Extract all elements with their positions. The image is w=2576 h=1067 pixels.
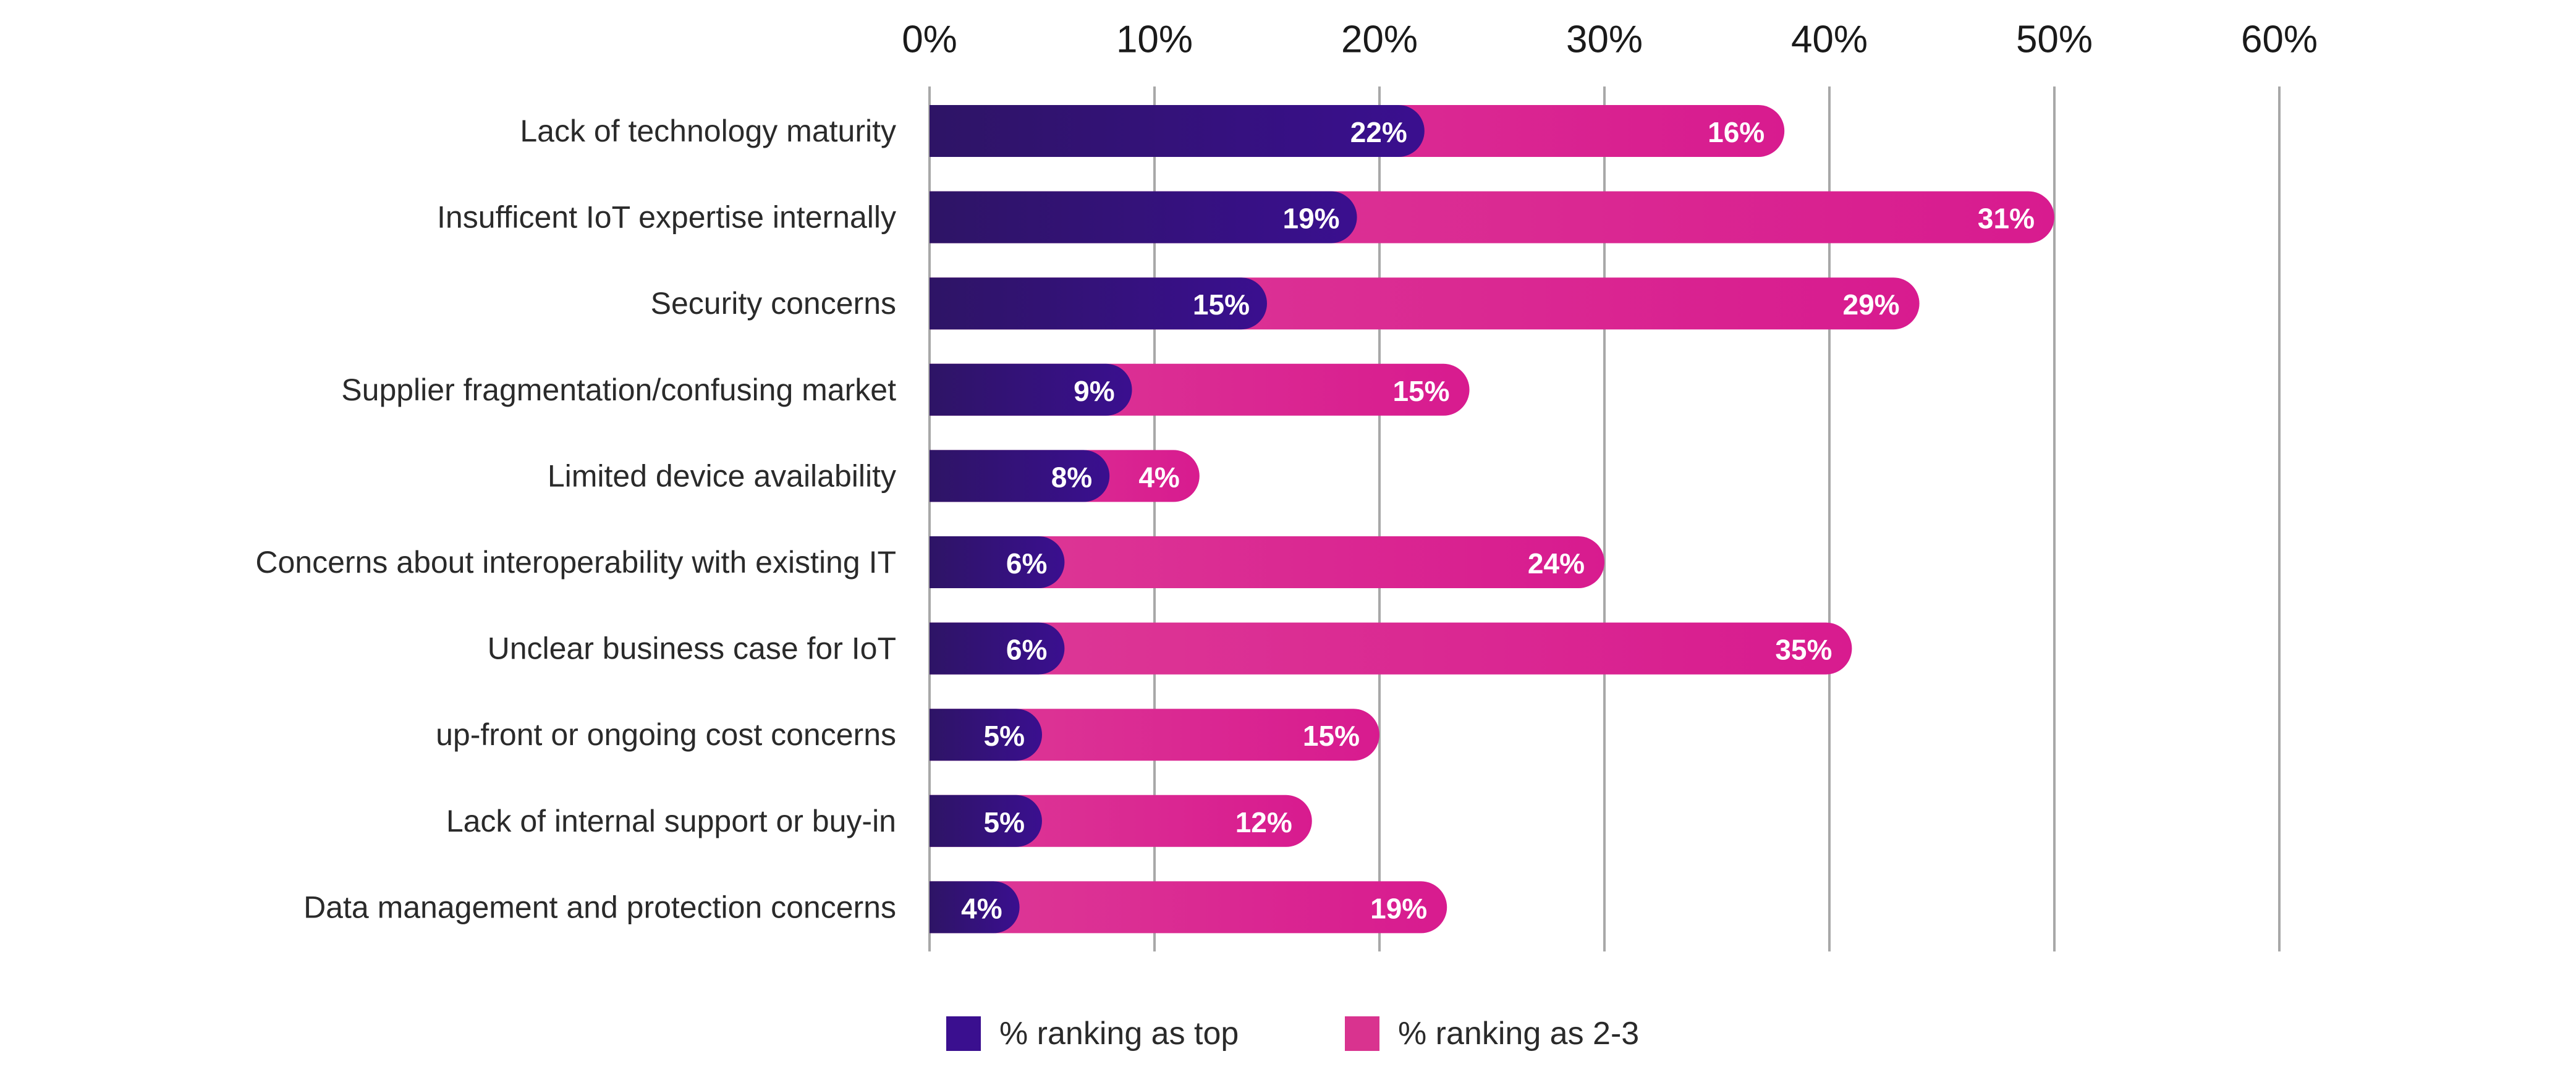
x-tick-label: 30% (1566, 19, 1643, 61)
data-label-ranking-top: 4% (961, 892, 1002, 924)
category-label: Lack of internal support or buy-in (446, 804, 896, 838)
bar-segment-ranking-top (930, 536, 1065, 588)
bar-segment-ranking-2-3 (930, 622, 1852, 675)
legend-swatch-2-3 (1345, 1016, 1379, 1051)
legend-swatch-top (946, 1016, 981, 1051)
category-label: Insufficent IoT expertise internally (437, 200, 896, 235)
data-label-ranking-2-3: 24% (1528, 547, 1585, 580)
category-label: Unclear business case for IoT (488, 631, 896, 666)
bar-segment-ranking-top (930, 191, 1357, 243)
data-label-ranking-top: 5% (984, 806, 1025, 838)
bar-segment-ranking-top (930, 881, 1020, 934)
bar-segment-ranking-2-3 (930, 709, 1379, 761)
category-label: Concerns about interoperability with exi… (255, 545, 896, 580)
bar-segment-ranking-top (930, 709, 1042, 761)
data-label-ranking-top: 8% (1051, 461, 1092, 493)
data-label-ranking-top: 19% (1283, 203, 1340, 235)
bar-segment-ranking-2-3 (930, 536, 1604, 588)
data-label-ranking-2-3: 29% (1843, 289, 1900, 321)
data-label-ranking-top: 9% (1074, 375, 1114, 407)
category-label: Data management and protection concerns (303, 890, 896, 924)
bar-segment-ranking-2-3 (930, 881, 1447, 934)
legend: % ranking as top % ranking as 2-3 (946, 1016, 1639, 1052)
x-tick-label: 10% (1116, 19, 1193, 61)
bar-segment-ranking-top (930, 622, 1065, 675)
data-label-ranking-2-3: 31% (1978, 203, 2035, 235)
data-label-ranking-top: 15% (1193, 289, 1250, 321)
data-label-ranking-2-3: 15% (1393, 375, 1450, 407)
x-tick-label: 0% (902, 19, 957, 61)
x-tick-label: 50% (2016, 19, 2093, 61)
category-labels: Lack of technology maturity Insufficent I… (255, 114, 896, 924)
category-label: Security concerns (651, 286, 896, 321)
data-label-ranking-top: 6% (1006, 634, 1047, 666)
bars: 22% 16% 19% 31% 15% 29% 9% 15% 8% 4% 6% 24% 6% 35% 5% 1… (930, 105, 2054, 934)
bar-segment-ranking-top (930, 795, 1042, 847)
category-label: Limited device availability (548, 458, 896, 493)
data-label-ranking-2-3: 19% (1370, 892, 1427, 924)
data-label-ranking-2-3: 12% (1235, 806, 1292, 838)
x-tick-label: 40% (1791, 19, 1868, 61)
legend-label: % ranking as 2-3 (1398, 1016, 1639, 1052)
x-tick-label: 20% (1341, 19, 1418, 61)
data-label-ranking-top: 6% (1006, 547, 1047, 580)
bar-segment-ranking-top (930, 277, 1267, 330)
bar-segment-ranking-top (930, 363, 1132, 416)
category-label: up-front or ongoing cost concerns (436, 717, 896, 752)
legend-label: % ranking as top (999, 1016, 1239, 1052)
data-label-ranking-top: 5% (984, 720, 1025, 752)
data-label-ranking-2-3: 4% (1138, 461, 1179, 493)
bar-segment-ranking-top (930, 450, 1110, 502)
data-label-ranking-2-3: 15% (1303, 720, 1360, 752)
x-tick-label: 60% (2241, 19, 2318, 61)
category-label: Supplier fragmentation/confusing market (341, 373, 896, 407)
data-label-ranking-top: 22% (1350, 116, 1407, 148)
data-label-ranking-2-3: 16% (1708, 116, 1765, 148)
x-axis-tick-labels: 0% 10% 20% 30% 40% 50% 60% (902, 19, 2318, 61)
bar-segment-ranking-top (930, 105, 1425, 157)
data-label-ranking-2-3: 35% (1775, 634, 1832, 666)
category-label: Lack of technology maturity (520, 114, 896, 148)
